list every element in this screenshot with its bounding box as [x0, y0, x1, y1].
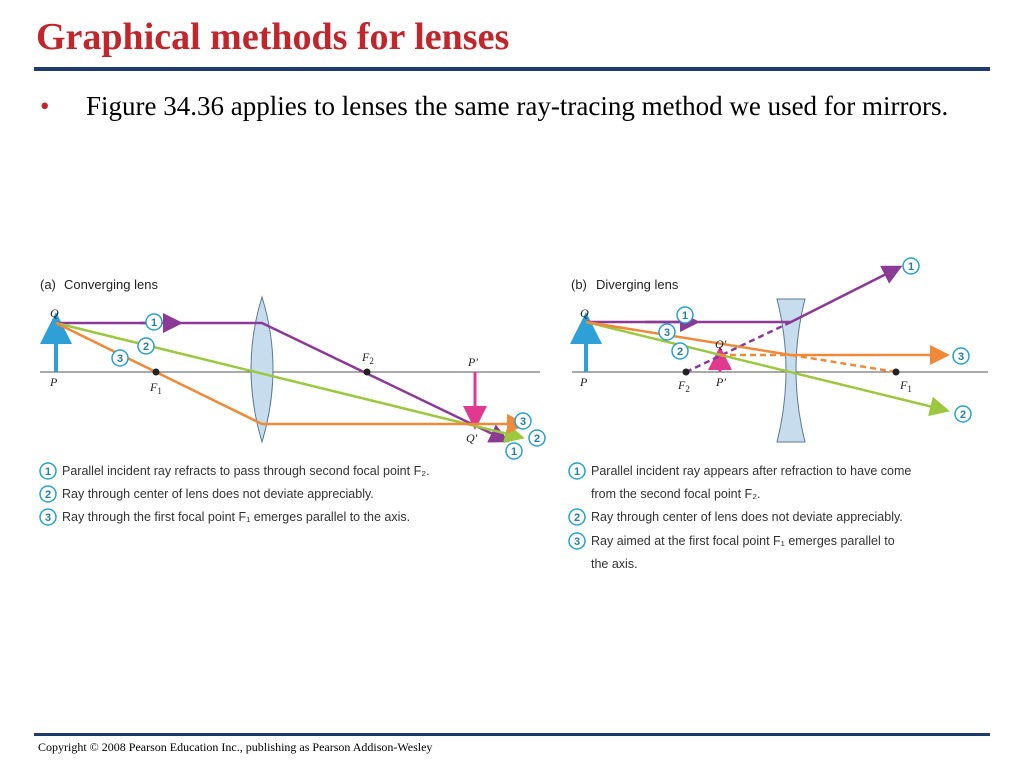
- title-divider: [34, 67, 990, 71]
- svg-text:3: 3: [664, 327, 670, 339]
- panel-a-label-q-prime: Q′: [466, 431, 478, 445]
- svg-text:2: 2: [677, 346, 683, 358]
- panel-a-label-f2: F2: [361, 350, 374, 366]
- svg-text:the axis.: the axis.: [591, 557, 638, 571]
- panel-a-badge-3-end: 3: [514, 412, 532, 430]
- svg-text:Ray through center of lens doe: Ray through center of lens does not devi…: [62, 487, 374, 501]
- panel-a-label-p: P: [49, 375, 58, 389]
- svg-text:from the second focal point F₂: from the second focal point F₂.: [591, 487, 761, 501]
- panel-b-badge-2-top: 2: [671, 342, 689, 360]
- panel-b-label-f2: F2: [677, 378, 690, 394]
- panel-b-label-q: Q: [580, 306, 589, 320]
- panel-b-label-p: P: [579, 375, 588, 389]
- svg-text:2: 2: [45, 489, 51, 501]
- panel-b-label-p-prime: P′: [715, 375, 726, 389]
- svg-text:Parallel incident ray refracts: Parallel incident ray refracts to pass t…: [62, 464, 430, 478]
- panel-b-ray-3: [585, 320, 950, 365]
- svg-text:2: 2: [143, 341, 149, 353]
- panel-a-tag: (a): [40, 277, 56, 292]
- panel-b-ray-2: [585, 320, 950, 417]
- bullet-dot: •: [40, 91, 50, 121]
- svg-text:1: 1: [908, 261, 914, 273]
- svg-text:1: 1: [574, 466, 580, 478]
- panel-b-focal-point-1: [892, 368, 900, 376]
- panel-a-ray-3: [55, 321, 527, 434]
- panel-b-badge-1-top: 1: [676, 306, 694, 324]
- panel-b-tag: (b): [571, 277, 587, 292]
- panel-a-focal-point-2: [363, 368, 371, 376]
- panel-a-lens: [250, 295, 274, 444]
- svg-text:3: 3: [45, 512, 51, 524]
- panel-a-focal-point-1: [152, 368, 160, 376]
- svg-text:1: 1: [682, 310, 688, 322]
- panel-b-note-3: 3 Ray aimed at the first focal point F₁ …: [568, 532, 895, 571]
- panel-b-badge-3-top: 3: [658, 323, 676, 341]
- panel-a-badge-1-top: 1: [145, 313, 163, 331]
- svg-text:Ray through center of lens doe: Ray through center of lens does not devi…: [591, 510, 903, 524]
- svg-text:3: 3: [958, 351, 964, 363]
- svg-text:3: 3: [520, 416, 526, 428]
- panel-a-note-2: 2 Ray through center of lens does not de…: [39, 485, 374, 503]
- panel-a-converging: (a) Converging lens Q P F1 F2 P′ Q′ 1: [39, 277, 546, 526]
- panel-a-label-q: Q: [50, 306, 59, 320]
- panel-b-note-2: 2 Ray through center of lens does not de…: [568, 508, 903, 526]
- panel-b-label-q-prime: Q′: [715, 337, 727, 351]
- panel-a-note-3: 3 Ray through the first focal point F₁ e…: [39, 508, 410, 526]
- panel-a-label-p-prime: P′: [467, 355, 478, 369]
- panel-b-ray-3-extension: [790, 353, 897, 374]
- svg-text:Parallel incident ray appears: Parallel incident ray appears after refr…: [591, 464, 911, 478]
- panel-a-badge-2-top: 2: [137, 337, 155, 355]
- panel-a-note-1: 1 Parallel incident ray refracts to pass…: [39, 462, 430, 480]
- svg-text:1: 1: [151, 317, 157, 329]
- panel-a-badge-3-top: 3: [111, 349, 129, 367]
- panel-a-ray-2: [55, 321, 525, 444]
- svg-text:3: 3: [574, 536, 580, 548]
- svg-text:2: 2: [534, 433, 540, 445]
- svg-text:2: 2: [574, 512, 580, 524]
- slide-title: Graphical methods for lenses: [36, 16, 510, 58]
- copyright-notice: Copyright © 2008 Pearson Education Inc.,…: [38, 740, 433, 754]
- panel-b-badge-1-end: 1: [902, 257, 920, 275]
- footer-divider: [34, 733, 990, 736]
- panel-b-diverging: (b) Diverging lens Q P F2 F1 P′ Q′: [568, 257, 988, 571]
- svg-text:2: 2: [960, 409, 966, 421]
- svg-text:1: 1: [45, 466, 51, 478]
- panel-a-ray-1: [56, 321, 510, 443]
- panel-b-caption: Diverging lens: [596, 277, 679, 292]
- svg-text:Ray through the first focal po: Ray through the first focal point F₁ eme…: [62, 510, 410, 524]
- panel-a-label-f1: F1: [149, 380, 162, 396]
- panel-b-note-1: 1 Parallel incident ray appears after re…: [568, 462, 911, 501]
- panel-b-badge-3-end: 3: [952, 347, 970, 365]
- svg-text:3: 3: [117, 353, 123, 365]
- svg-text:Ray aimed at the first focal p: Ray aimed at the first focal point F₁ em…: [591, 534, 895, 548]
- panel-b-label-f1: F1: [899, 378, 912, 394]
- bullet-text: Figure 34.36 applies to lenses the same …: [86, 91, 949, 121]
- panel-a-badge-1-end: 1: [505, 442, 523, 460]
- panel-b-badge-2-end: 2: [954, 405, 972, 423]
- svg-text:1: 1: [511, 446, 517, 458]
- panel-a-caption: Converging lens: [64, 277, 158, 292]
- panel-b-focal-point-2: [682, 368, 690, 376]
- panel-a-badge-2-end: 2: [528, 429, 546, 447]
- panel-b-lens: [776, 298, 806, 443]
